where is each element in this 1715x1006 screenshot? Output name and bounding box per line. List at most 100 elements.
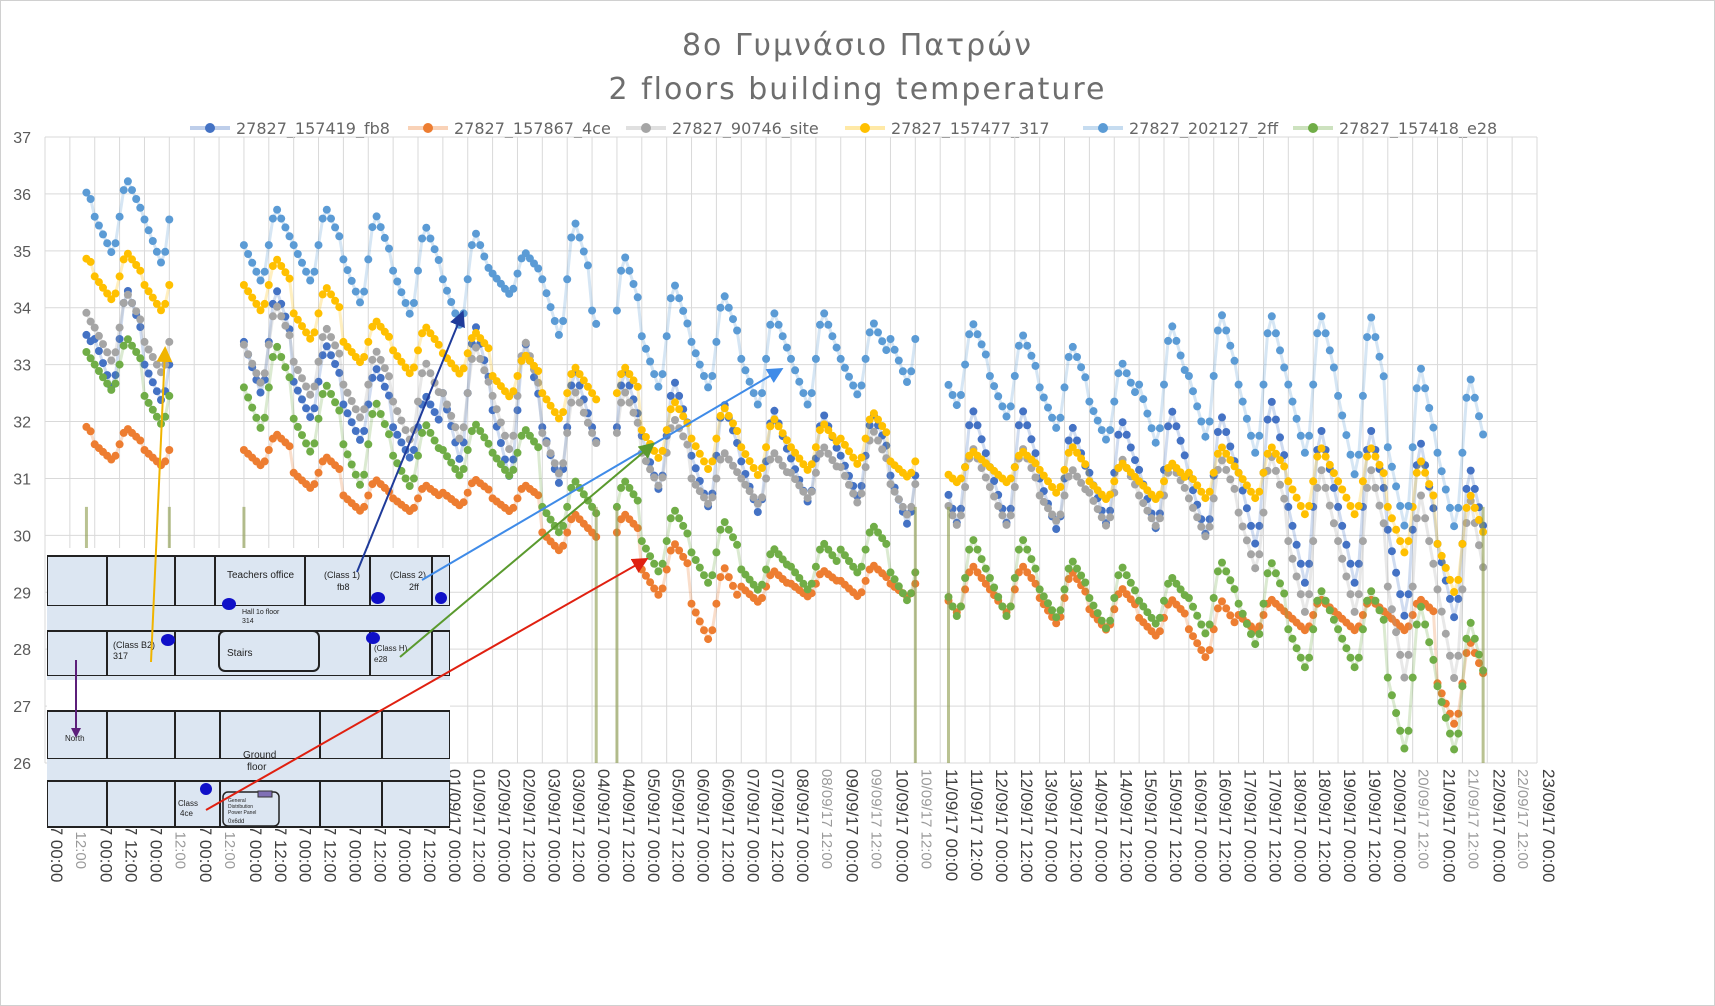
data-point (1462, 393, 1471, 402)
data-point (849, 381, 858, 390)
x-tick-label: 04/09/17 00:00 (594, 769, 613, 882)
data-point (1023, 568, 1032, 577)
data-point (327, 390, 335, 398)
data-point (816, 426, 824, 435)
data-point (380, 382, 389, 391)
data-point (1230, 585, 1239, 594)
data-point (376, 410, 385, 418)
data-point (977, 574, 986, 582)
data-point (414, 397, 422, 406)
data-point (944, 380, 953, 389)
sensor-314-marker (222, 598, 236, 610)
data-point (1446, 729, 1454, 738)
data-point (443, 286, 451, 295)
data-point (787, 562, 795, 571)
data-point (1193, 402, 1202, 411)
data-point (277, 353, 286, 361)
data-point (438, 389, 447, 398)
data-point (1425, 404, 1434, 412)
data-point (1379, 519, 1388, 528)
data-point (1346, 653, 1355, 662)
data-point (845, 557, 853, 565)
data-point (807, 389, 816, 398)
data-point (973, 545, 982, 554)
data-point (1255, 630, 1264, 638)
data-point (488, 391, 497, 400)
data-point (1056, 510, 1065, 519)
data-point (140, 281, 149, 289)
data-point (1035, 465, 1044, 474)
data-point (712, 599, 721, 608)
data-point (716, 525, 725, 534)
data-point (1143, 608, 1152, 617)
data-point (666, 294, 675, 303)
data-point (1160, 477, 1168, 486)
data-point (380, 233, 389, 242)
data-point (1006, 402, 1015, 411)
data-point (1292, 644, 1301, 653)
data-point (671, 506, 679, 515)
data-point (148, 378, 157, 387)
data-point (654, 382, 663, 391)
data-point (1197, 620, 1206, 629)
data-point (380, 420, 389, 429)
data-point (981, 564, 990, 573)
data-point (1367, 427, 1376, 435)
data-point (1267, 397, 1276, 406)
data-point (302, 267, 311, 276)
data-point (414, 451, 422, 460)
data-point (1238, 397, 1247, 406)
data-point (729, 533, 737, 542)
data-point (687, 434, 696, 443)
x-tick-label: 08/09/17 12:00 (818, 769, 835, 869)
data-point (397, 466, 406, 475)
data-point (1019, 536, 1028, 545)
data-point (1102, 521, 1110, 530)
data-point (956, 602, 965, 611)
data-point (1176, 585, 1185, 594)
data-point (1367, 444, 1376, 453)
data-point (343, 409, 352, 418)
data-point (903, 596, 911, 605)
data-point (248, 258, 257, 267)
data-point (961, 574, 970, 582)
data-point (161, 299, 170, 308)
data-point (157, 396, 165, 404)
data-point (1441, 629, 1450, 638)
data-point (1342, 493, 1351, 502)
data-point (1060, 594, 1069, 602)
data-point (1081, 460, 1090, 469)
data-point (1454, 503, 1463, 512)
data-point (704, 635, 713, 644)
data-point (811, 443, 820, 452)
data-point (729, 419, 737, 428)
data-point (691, 608, 700, 617)
data-point (1433, 448, 1442, 457)
data-point (119, 186, 128, 195)
data-point (1354, 502, 1363, 510)
data-point (1155, 490, 1164, 499)
data-point (637, 426, 646, 435)
data-point (1325, 501, 1334, 510)
data-point (550, 317, 559, 325)
data-point (840, 363, 849, 372)
data-point (364, 255, 373, 264)
data-point (99, 359, 107, 368)
data-point (1218, 456, 1226, 465)
data-point (907, 367, 916, 376)
data-point (393, 430, 402, 439)
data-point (853, 568, 862, 577)
data-point (1242, 414, 1251, 423)
data-point (646, 465, 655, 474)
data-point (903, 378, 911, 386)
data-point (965, 421, 974, 430)
data-point (484, 344, 493, 353)
data-point (385, 430, 393, 439)
data-point (1475, 541, 1483, 550)
data-point (463, 389, 472, 398)
data-point (1213, 428, 1222, 436)
data-point (1280, 363, 1289, 372)
data-point (1329, 519, 1338, 528)
data-point (704, 383, 713, 392)
data-point (82, 348, 91, 356)
